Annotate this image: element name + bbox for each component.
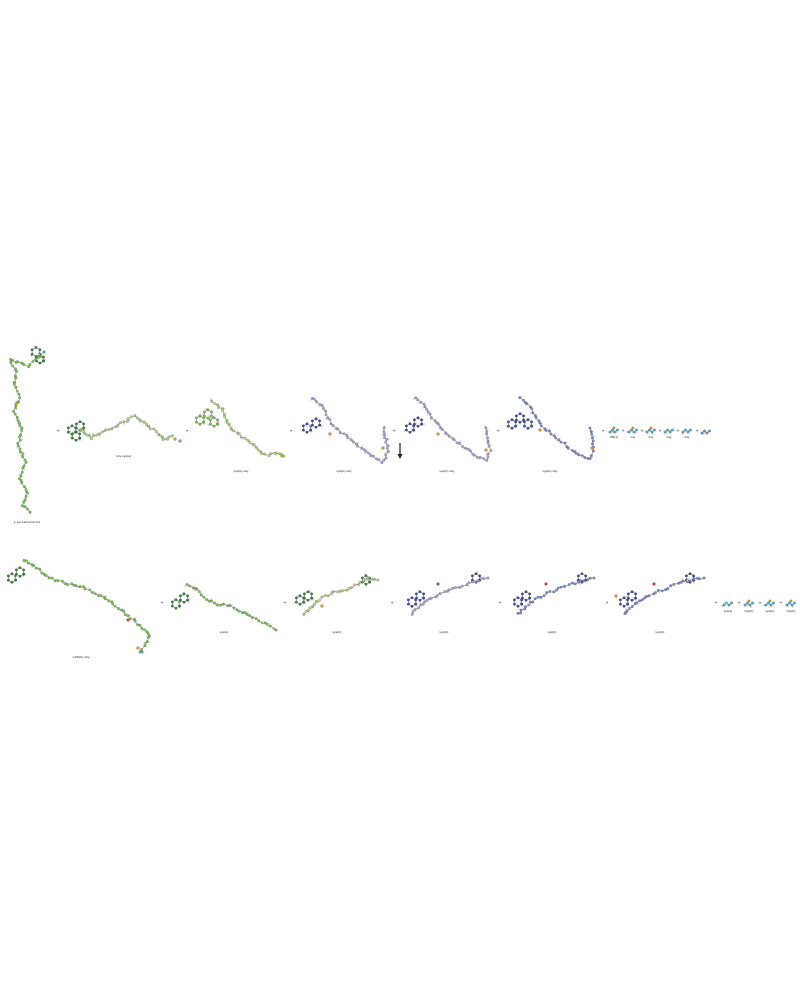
reaction-arrow: [397, 443, 403, 459]
label-row2-m1: Lys(a): [220, 630, 229, 634]
plus-row1-3: +: [289, 428, 292, 433]
plus-row2-2: +: [283, 600, 286, 605]
plus-sign-layer: + + + + + + + + + + + + + + + + + + + +: [56, 428, 782, 605]
label-layer: L-Lys tetramer(4) Gly-Lys(a) Lys(b)-Gly …: [14, 435, 796, 659]
plus-row1-11: +: [695, 428, 698, 433]
label-row1-s3: Gly: [649, 435, 654, 439]
label-row2-m4: Lys(b): [548, 630, 557, 634]
plus-row2-4: +: [498, 600, 501, 605]
molecule-row1-1: [66, 414, 182, 443]
label-row1-m4: Lys(b)-Gly: [439, 469, 454, 473]
small-molecule-row1-6: [700, 429, 711, 436]
label-row1-s4: Gly: [667, 435, 672, 439]
molecule-row2-2: [293, 573, 380, 616]
small-molecule-row1-5: [681, 428, 692, 435]
label-row1-m1: Gly-Lys(a): [117, 454, 132, 458]
label-row1-s2: Gly: [631, 435, 636, 439]
plus-row1-10: +: [676, 428, 679, 433]
label-row1-m2: Lys(b)-Gly: [233, 469, 248, 473]
molecule-row1-2: [194, 398, 286, 458]
plus-row2-9: +: [779, 600, 782, 605]
label-row2-m2: Lys(b): [333, 630, 342, 634]
plus-row1-1: +: [56, 428, 59, 433]
small-molecule-row2-1: [721, 601, 733, 607]
label-row2-s1: Lys(s): [724, 609, 733, 613]
label-row1-s1: HN(s): [610, 435, 618, 439]
molecule-row1-4: [403, 396, 493, 462]
label-row2-s3: Lys(b): [766, 609, 775, 613]
plus-row1-2: +: [185, 428, 188, 433]
molecule-row2-5: [614, 572, 706, 615]
small-molecule-row1-3: [644, 426, 656, 435]
plus-row1-8: +: [640, 428, 643, 433]
label-row1-m0: L-Lys tetramer(4): [14, 520, 40, 524]
molecule-row1-0: [9, 345, 46, 515]
plus-row2-5: +: [605, 600, 608, 605]
small-molecule-row2-2: [743, 599, 754, 608]
plus-row1-6: +: [601, 428, 604, 433]
label-row2-m0: vdW(b)-Gly: [72, 655, 89, 659]
molecule-row2-1: [170, 583, 278, 632]
plus-row2-1: +: [160, 600, 163, 605]
plus-row2-8: +: [758, 600, 761, 605]
label-row2-s4: Gly(b): [786, 609, 795, 613]
molecule-layer: [6, 345, 796, 654]
plus-row1-5: +: [496, 428, 499, 433]
molecule-row1-5: [505, 396, 595, 460]
label-row1-m3: Lys(b)-Gly: [336, 469, 351, 473]
molecule-row2-0: [6, 558, 151, 654]
plus-row2-3: +: [390, 600, 393, 605]
label-row1-s5: Gly: [685, 435, 690, 439]
small-molecule-row1-4: [663, 428, 674, 435]
plus-row1-9: +: [658, 428, 661, 433]
small-molecule-row2-4: [785, 599, 796, 608]
label-row1-m5: Lys(b)-Gly: [542, 469, 557, 473]
label-row2-m5: Lys(b): [656, 630, 665, 634]
plus-row2-6: +: [714, 600, 717, 605]
plus-row1-4: +: [392, 428, 395, 433]
label-row2-m3: Lys(b): [440, 630, 449, 634]
plus-row1-7: +: [621, 428, 624, 433]
small-molecule-row2-3: [763, 599, 775, 608]
plus-row2-7: +: [737, 600, 740, 605]
small-molecule-row1-2: [626, 426, 638, 434]
molecule-row2-3: [406, 571, 490, 616]
molecule-row2-4: [512, 572, 596, 615]
small-molecule-row1-1: [608, 426, 619, 434]
molecule-row1-3: [301, 396, 391, 465]
label-row2-s2: Gly(b): [744, 609, 753, 613]
